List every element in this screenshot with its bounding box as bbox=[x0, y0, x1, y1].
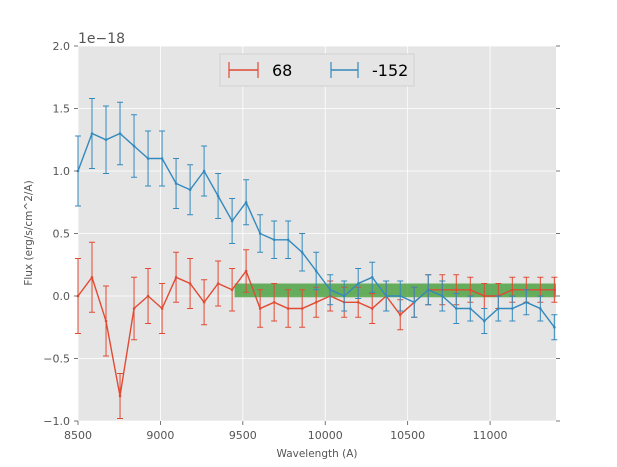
tick-labels: 8500 9000 9500 10000 10500 11000 −1.0 −0.5 0.0 0.… bbox=[43, 40, 507, 442]
y-axis-label: Flux (erg/s/cm^2/A) bbox=[23, 180, 35, 285]
y-tick-label: 0.0 bbox=[53, 290, 71, 303]
x-tick-label: 9000 bbox=[146, 429, 174, 442]
axis-ticks bbox=[74, 45, 560, 425]
x-tick-label: 8500 bbox=[64, 429, 92, 442]
legend: 68 -152 bbox=[219, 53, 415, 87]
x-tick-label: 9500 bbox=[229, 429, 257, 442]
x-axis-label: Wavelength (A) bbox=[276, 448, 357, 460]
y-tick-label: −0.5 bbox=[43, 353, 70, 366]
y-tick-label: 0.5 bbox=[53, 228, 71, 241]
x-tick-label: 10500 bbox=[390, 429, 425, 442]
y-offset-label: 1e−18 bbox=[78, 31, 125, 47]
legend-label-minus152: -152 bbox=[372, 61, 408, 80]
series-line bbox=[77, 269, 555, 397]
y-tick-label: −1.0 bbox=[43, 415, 70, 428]
y-tick-label: 2.0 bbox=[53, 40, 71, 53]
legend-label-68: 68 bbox=[272, 61, 292, 80]
x-tick-label: 11000 bbox=[473, 429, 508, 442]
series-group bbox=[75, 98, 558, 419]
series-line bbox=[77, 132, 555, 328]
legend-marker-68 bbox=[228, 62, 259, 78]
y-tick-label: 1.0 bbox=[53, 165, 71, 178]
legend-marker-minus152 bbox=[330, 62, 359, 78]
gridlines bbox=[77, 45, 556, 422]
reference-band bbox=[234, 283, 556, 298]
y-tick-label: 1.5 bbox=[53, 103, 71, 116]
x-tick-label: 10000 bbox=[308, 429, 343, 442]
green-band bbox=[234, 283, 556, 298]
series-minus152 bbox=[75, 98, 558, 341]
